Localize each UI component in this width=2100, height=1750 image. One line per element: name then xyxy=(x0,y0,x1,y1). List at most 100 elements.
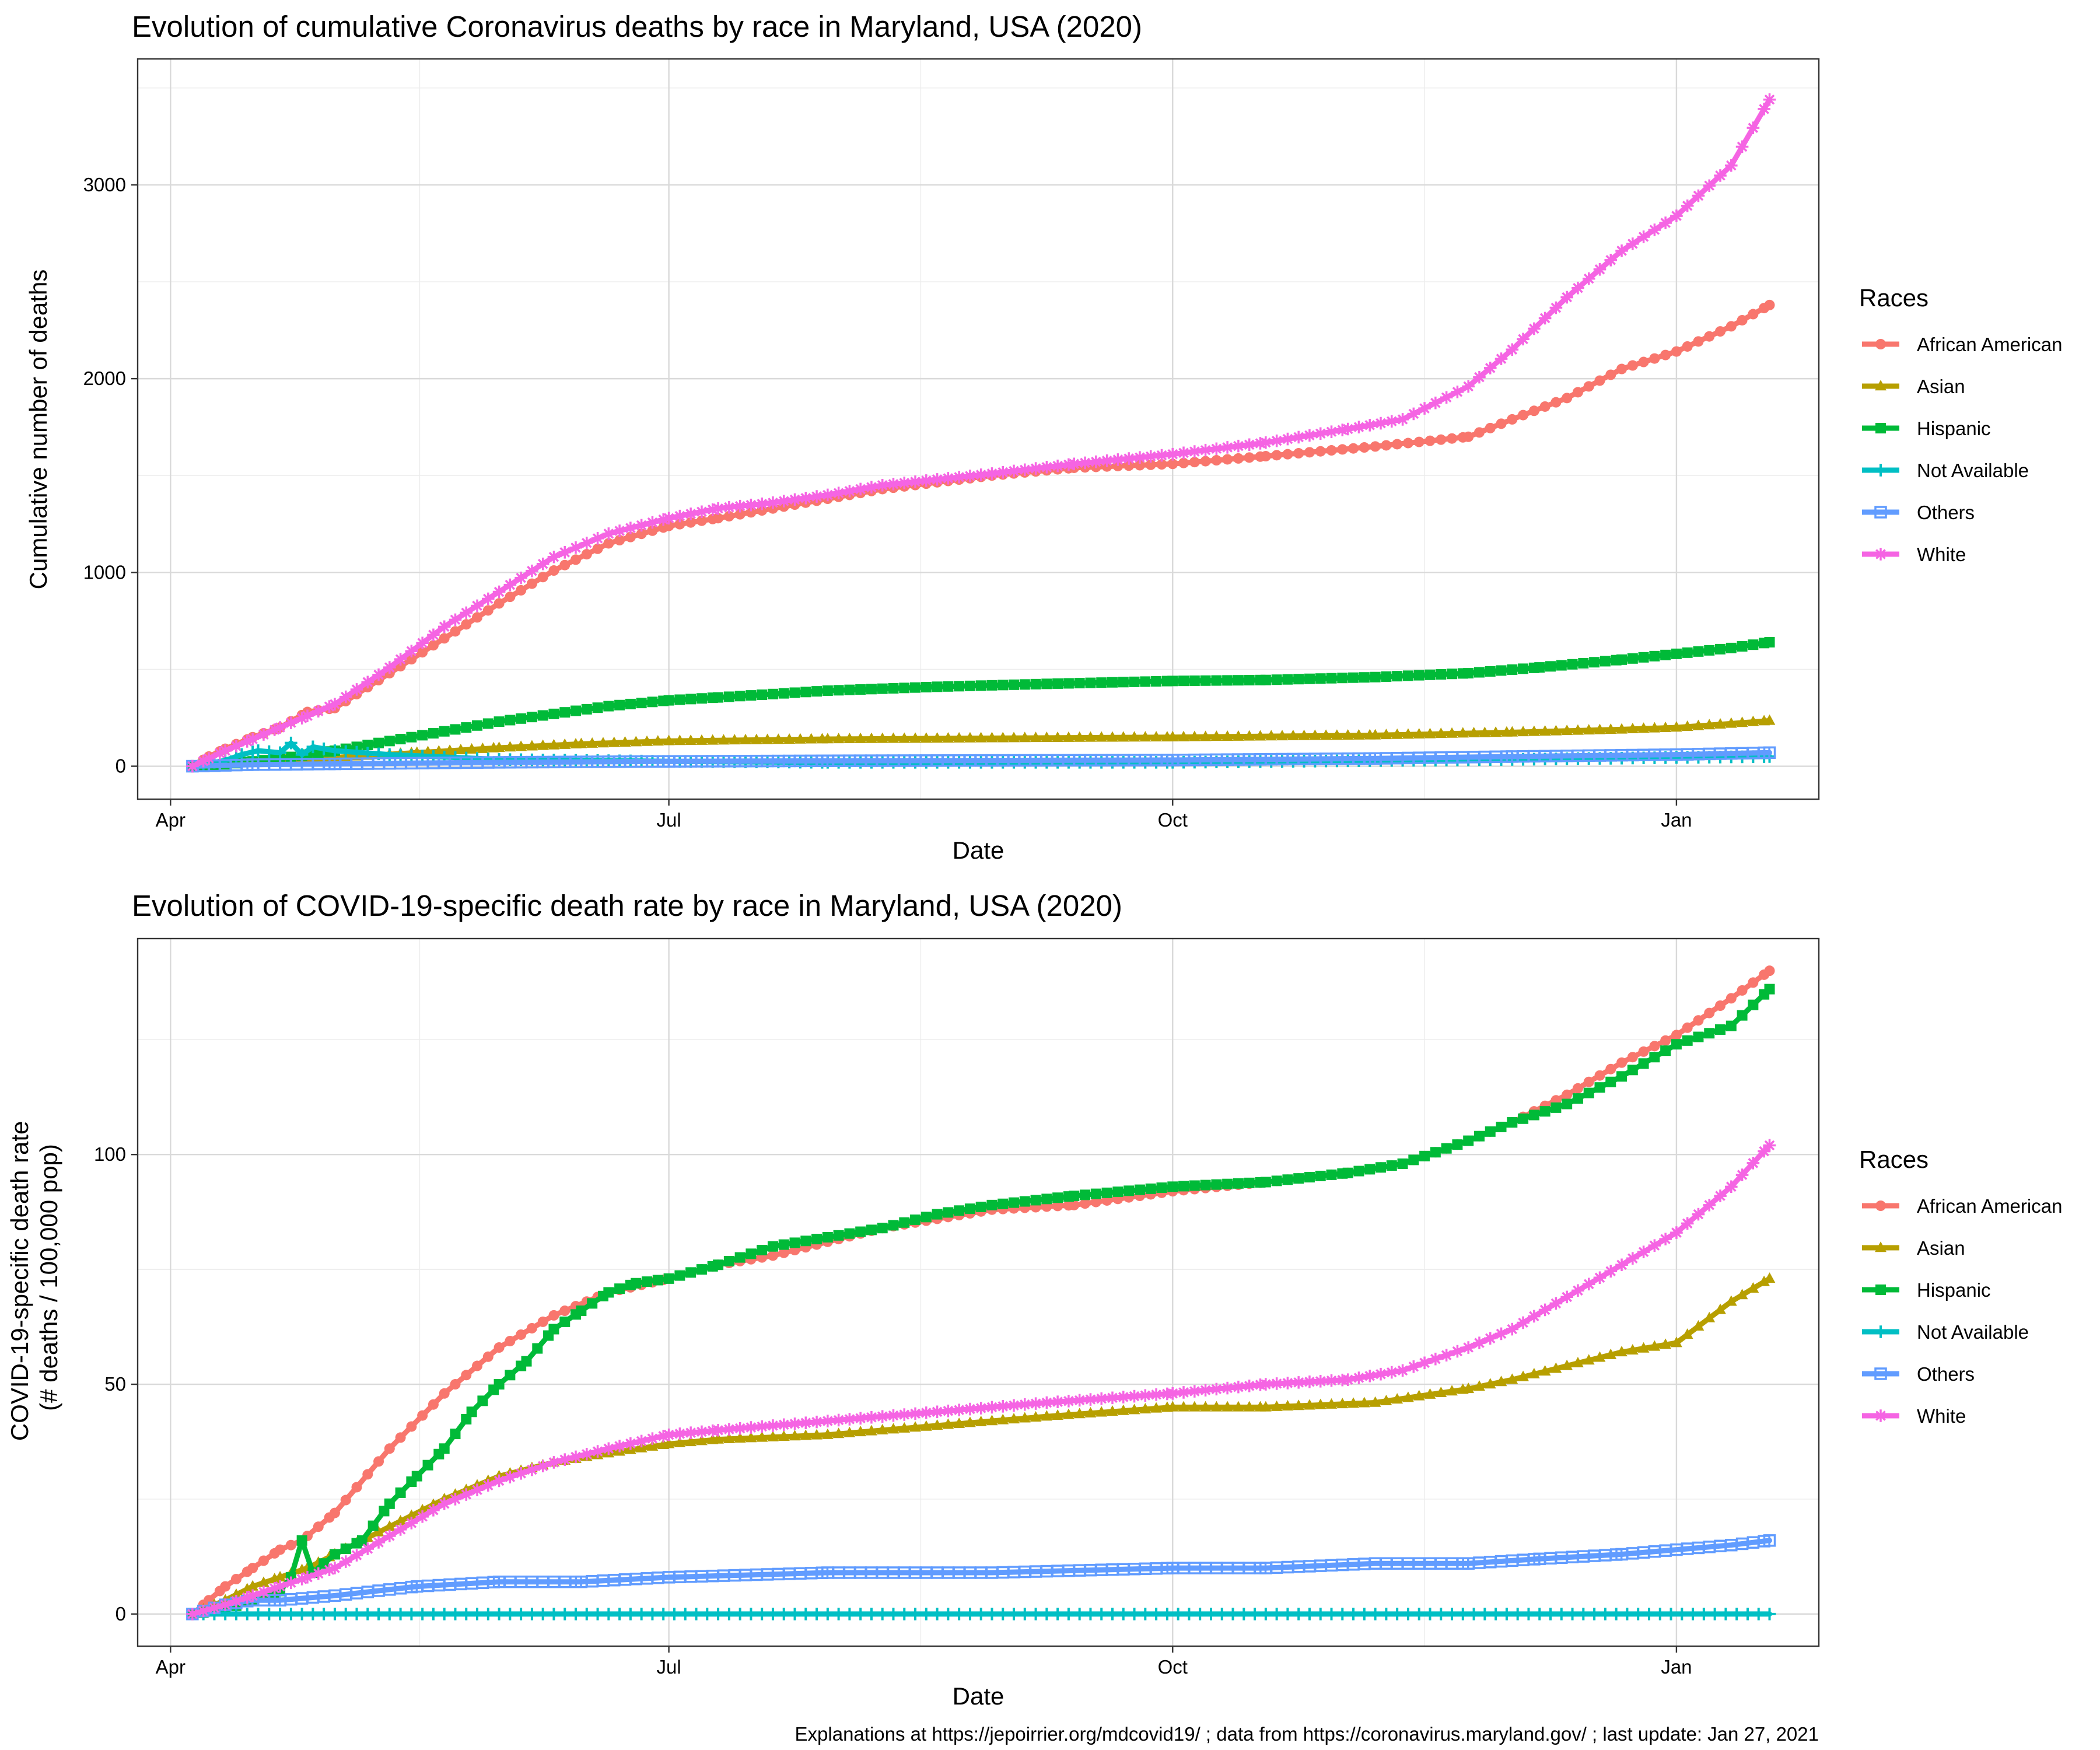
x-tick-label: Jan xyxy=(1661,809,1692,831)
point-hispanic xyxy=(1233,675,1244,686)
point-hispanic xyxy=(1545,661,1556,672)
point-hispanic xyxy=(921,1212,932,1223)
point-white xyxy=(361,676,374,689)
point-white xyxy=(1073,1394,1086,1407)
point-asian xyxy=(1648,1340,1661,1351)
point-not-available xyxy=(887,1608,900,1620)
point-not-available xyxy=(1007,1608,1020,1620)
point-white xyxy=(350,1549,363,1562)
point-hispanic xyxy=(1402,670,1413,681)
point-asian xyxy=(1139,731,1152,742)
point-white xyxy=(1341,422,1354,436)
point-hispanic xyxy=(822,685,833,696)
point-african-american xyxy=(313,1521,324,1532)
point-asian xyxy=(898,732,911,743)
point-white xyxy=(312,1567,325,1580)
point-not-available xyxy=(755,1608,768,1620)
point-white xyxy=(602,527,615,540)
point-white xyxy=(865,1410,878,1424)
point-asian xyxy=(1353,729,1365,740)
point-hispanic xyxy=(1260,1177,1271,1188)
legend-key-marker xyxy=(1875,1241,1887,1252)
point-not-available xyxy=(1544,1608,1557,1620)
point-hispanic xyxy=(822,1231,833,1242)
point-asian xyxy=(975,732,987,743)
point-asian xyxy=(1550,724,1562,736)
point-others xyxy=(1763,1534,1776,1547)
point-hispanic xyxy=(696,1264,707,1275)
legend-key-marker xyxy=(1875,1284,1886,1295)
point-asian xyxy=(663,734,675,746)
point-not-available xyxy=(1073,1608,1086,1620)
point-white xyxy=(810,1415,823,1429)
point-white xyxy=(1270,1377,1283,1390)
point-african-american xyxy=(1090,1196,1101,1208)
point-asian xyxy=(1222,1401,1234,1412)
point-hispanic xyxy=(877,1223,888,1234)
point-white xyxy=(1116,1391,1130,1404)
point-african-american xyxy=(537,1316,548,1327)
point-african-american xyxy=(417,1410,428,1421)
point-african-american xyxy=(723,510,734,522)
plot-panel xyxy=(136,937,1820,1647)
point-hispanic xyxy=(844,1228,855,1239)
point-hispanic xyxy=(1282,674,1293,685)
point-white xyxy=(1221,1381,1234,1395)
point-not-available xyxy=(547,1608,561,1620)
point-asian xyxy=(1424,727,1436,738)
point-white xyxy=(1210,442,1223,456)
point-african-american xyxy=(1550,397,1562,408)
point-white xyxy=(372,668,385,681)
point-asian xyxy=(1380,1394,1392,1405)
point-african-american xyxy=(1244,452,1255,463)
point-white xyxy=(1560,290,1573,304)
point-asian xyxy=(1178,730,1189,741)
point-not-available xyxy=(1446,1608,1458,1620)
point-white xyxy=(854,1412,867,1425)
point-asian xyxy=(805,733,817,744)
point-white xyxy=(996,466,1010,479)
chart-death-rate: Evolution of COVID-19-specific death rat… xyxy=(6,889,2062,1710)
point-hispanic xyxy=(1222,675,1233,686)
point-not-available xyxy=(723,1608,736,1620)
point-asian xyxy=(1320,729,1332,740)
series-hispanic xyxy=(187,984,1775,1619)
point-hispanic xyxy=(1539,1106,1550,1117)
point-hispanic xyxy=(450,724,461,735)
point-african-american xyxy=(1463,431,1474,442)
point-not-available xyxy=(274,746,286,760)
point-white xyxy=(1637,1245,1650,1258)
point-african-american xyxy=(1474,427,1485,438)
point-hispanic xyxy=(1556,660,1567,671)
point-hispanic xyxy=(1474,667,1485,678)
point-asian xyxy=(1293,1399,1305,1410)
point-asian xyxy=(1314,1398,1326,1409)
point-white xyxy=(1746,1157,1760,1170)
point-hispanic xyxy=(1726,1020,1737,1031)
point-white xyxy=(186,1608,199,1620)
point-not-available xyxy=(657,1608,670,1620)
point-asian xyxy=(1282,1400,1294,1411)
point-hispanic xyxy=(1474,1130,1485,1142)
series-not-available xyxy=(186,1608,1776,1620)
point-white xyxy=(821,1415,834,1427)
point-african-american xyxy=(1572,387,1583,398)
point-hispanic xyxy=(1030,1195,1041,1206)
point-hispanic xyxy=(1315,1170,1326,1181)
point-asian xyxy=(1725,717,1737,728)
point-african-american xyxy=(351,1482,362,1493)
point-african-american xyxy=(767,1250,778,1261)
point-white xyxy=(996,1400,1010,1413)
point-asian xyxy=(1096,731,1108,742)
point-hispanic xyxy=(800,687,811,698)
point-hispanic xyxy=(1009,679,1020,690)
point-not-available xyxy=(1161,1608,1174,1620)
point-not-available xyxy=(1588,1608,1601,1620)
point-white xyxy=(416,1510,429,1523)
point-not-available xyxy=(865,1608,878,1620)
point-white xyxy=(930,473,944,486)
point-others xyxy=(1763,746,1776,760)
point-white xyxy=(1538,312,1552,325)
point-asian xyxy=(898,1422,911,1433)
point-asian xyxy=(1539,1365,1551,1376)
